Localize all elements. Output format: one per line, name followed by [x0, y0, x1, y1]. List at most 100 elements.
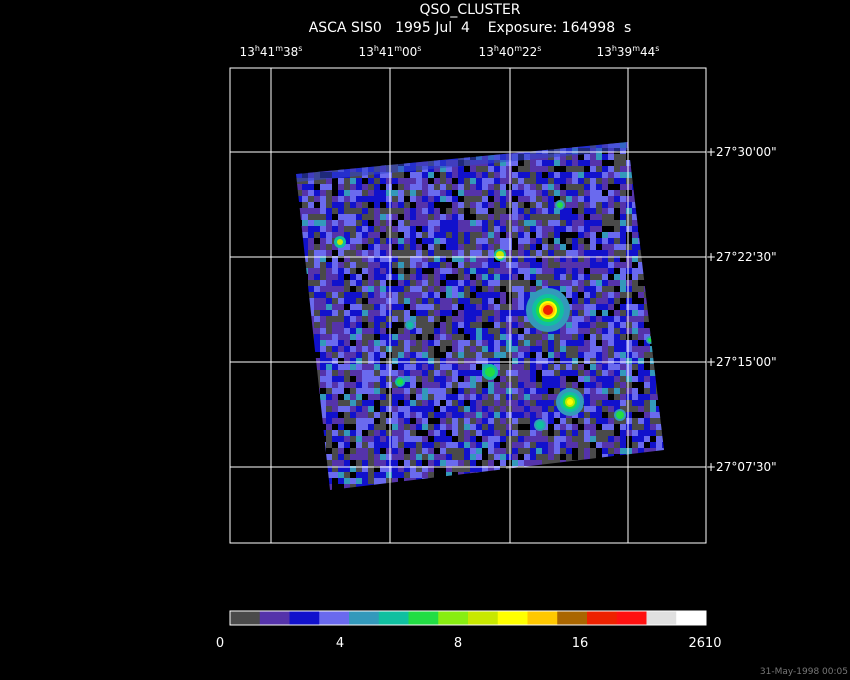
pixel — [596, 274, 602, 280]
pixel — [338, 250, 344, 256]
pixel — [434, 352, 440, 358]
pixel — [452, 448, 458, 454]
pixel — [344, 322, 350, 328]
pixel — [374, 340, 380, 346]
pixel — [542, 232, 548, 238]
pixel — [422, 406, 428, 412]
pixel — [470, 460, 476, 466]
pixel — [596, 154, 602, 160]
pixel — [452, 196, 458, 202]
pixel — [482, 310, 488, 316]
pixel — [638, 448, 644, 454]
pixel — [410, 328, 416, 334]
pixel — [344, 250, 350, 256]
pixel — [446, 310, 452, 316]
pixel — [428, 370, 434, 376]
pixel — [464, 226, 470, 232]
pixel — [554, 220, 560, 226]
pixel — [584, 208, 590, 214]
pixel — [458, 208, 464, 214]
pixel — [578, 454, 584, 460]
pixel — [422, 298, 428, 304]
pixel — [584, 370, 590, 376]
pixel — [488, 256, 494, 262]
pixel — [494, 382, 500, 388]
pixel — [422, 364, 428, 370]
pixel — [524, 454, 530, 460]
pixel — [548, 430, 554, 436]
pixel — [590, 244, 596, 250]
pixel — [536, 376, 542, 382]
pixel — [338, 412, 344, 418]
pixel — [332, 430, 338, 436]
pixel — [356, 316, 362, 322]
pixel — [476, 166, 482, 172]
pixel — [560, 334, 566, 340]
pixel — [602, 304, 608, 310]
pixel — [314, 274, 320, 280]
pixel — [500, 424, 506, 430]
pixel — [464, 298, 470, 304]
pixel — [446, 418, 452, 424]
pixel — [356, 478, 362, 484]
pixel — [356, 472, 362, 478]
pixel — [512, 238, 518, 244]
pixel — [338, 196, 344, 202]
pixel — [362, 328, 368, 334]
pixel — [656, 436, 662, 442]
pixel — [536, 334, 542, 340]
pixel — [548, 226, 554, 232]
pixel — [374, 328, 380, 334]
pixel — [404, 442, 410, 448]
pixel — [602, 268, 608, 274]
pixel — [530, 448, 536, 454]
pixel — [476, 352, 482, 358]
pixel — [488, 226, 494, 232]
pixel — [644, 394, 650, 400]
pixel — [566, 454, 572, 460]
pixel — [560, 358, 566, 364]
pixel — [398, 250, 404, 256]
pixel — [518, 394, 524, 400]
pixel — [542, 190, 548, 196]
pixel — [464, 346, 470, 352]
pixel — [614, 274, 620, 280]
pixel — [422, 466, 428, 472]
pixel — [566, 256, 572, 262]
pixel — [356, 232, 362, 238]
pixel — [506, 232, 512, 238]
pixel — [326, 382, 332, 388]
pixel — [452, 346, 458, 352]
pixel — [380, 310, 386, 316]
pixel — [578, 208, 584, 214]
pixel — [410, 190, 416, 196]
pixel — [506, 436, 512, 442]
pixel — [548, 274, 554, 280]
pixel — [464, 328, 470, 334]
pixel — [494, 292, 500, 298]
pixel — [626, 316, 632, 322]
pixel — [506, 316, 512, 322]
pixel — [626, 202, 632, 208]
pixel — [566, 316, 572, 322]
pixel — [380, 448, 386, 454]
pixel — [608, 418, 614, 424]
pixel — [644, 346, 650, 352]
pixel — [524, 262, 530, 268]
pixel — [566, 286, 572, 292]
pixel — [434, 202, 440, 208]
pixel — [452, 244, 458, 250]
pixel — [590, 274, 596, 280]
pixel — [584, 250, 590, 256]
pixel — [590, 184, 596, 190]
pixel — [494, 214, 500, 220]
pixel — [470, 190, 476, 196]
pixel — [560, 454, 566, 460]
pixel — [398, 190, 404, 196]
pixel — [350, 430, 356, 436]
pixel — [656, 442, 662, 448]
pixel — [374, 370, 380, 376]
pixel — [530, 250, 536, 256]
pixel — [404, 436, 410, 442]
pixel — [530, 262, 536, 268]
